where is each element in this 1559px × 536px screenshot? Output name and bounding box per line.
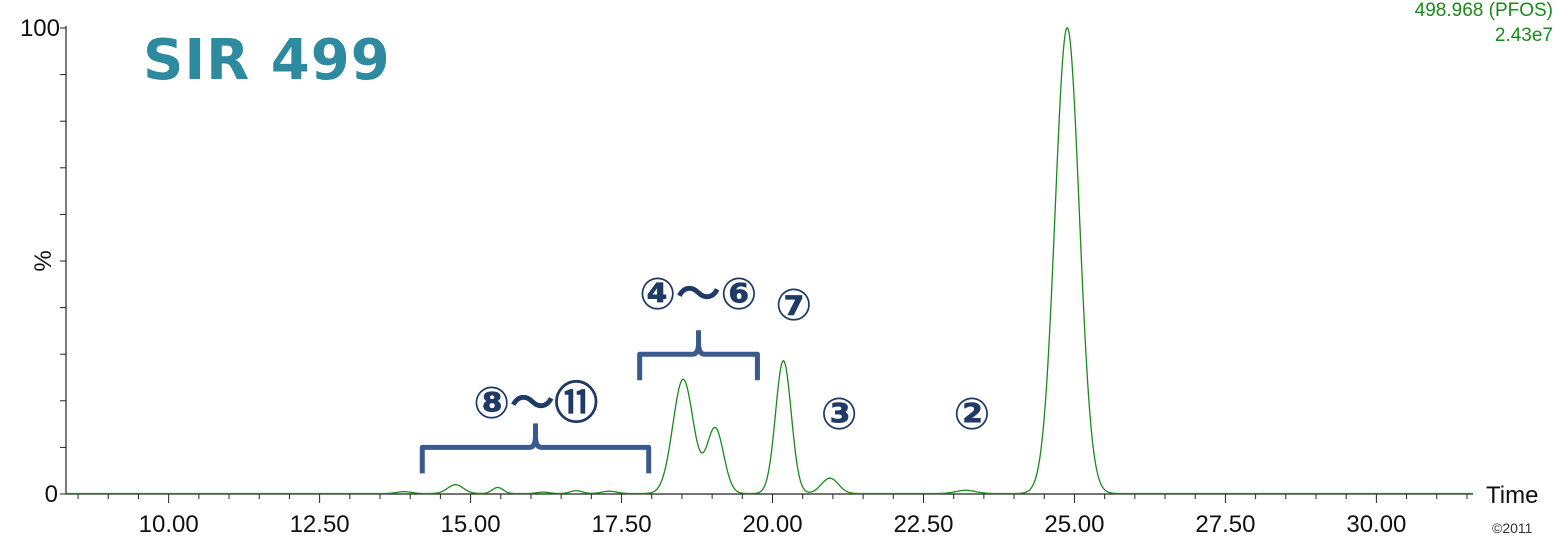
x-tick-label: 12.50 — [290, 511, 350, 536]
x-tick-label: 17.50 — [592, 511, 652, 536]
annotation-bracket-8-11 — [419, 423, 652, 474]
chart-title: SIR 499 — [143, 28, 391, 93]
x-axis-label: Time — [1486, 482, 1538, 509]
annotation-label-7: ⑦ — [775, 280, 813, 332]
annotation-label-3: ③ — [820, 388, 858, 440]
x-tick-label: 30.00 — [1346, 511, 1406, 536]
chromatogram-trace — [66, 27, 1473, 495]
annotation-label-8-11: ⑧～⑪ — [473, 378, 599, 430]
x-tick-label: 15.00 — [441, 511, 501, 536]
x-tick-label: 27.50 — [1195, 511, 1255, 536]
x-tick-label: 10.00 — [139, 511, 199, 536]
y-axis-label: % — [30, 250, 57, 271]
x-tick-label: 22.50 — [893, 511, 953, 536]
annotation-label-2: ② — [953, 388, 991, 440]
annotation-label-4-6: ④～⑥ — [639, 269, 758, 321]
x-tick-label: 25.00 — [1044, 511, 1104, 536]
trace-info: 498.968 (PFOS) 2.43e7 — [1415, 0, 1553, 48]
trace-intensity-label: 2.43e7 — [1494, 25, 1553, 46]
x-tick-label: 20.00 — [742, 511, 802, 536]
trace-mass-label: 498.968 (PFOS) — [1414, 0, 1553, 21]
copyright-text: ©2011 — [1492, 520, 1533, 536]
y-tick-label-100: 100 — [20, 15, 60, 42]
annotation-bracket-4-6 — [637, 330, 760, 381]
y-tick-label-0: 0 — [45, 481, 58, 508]
